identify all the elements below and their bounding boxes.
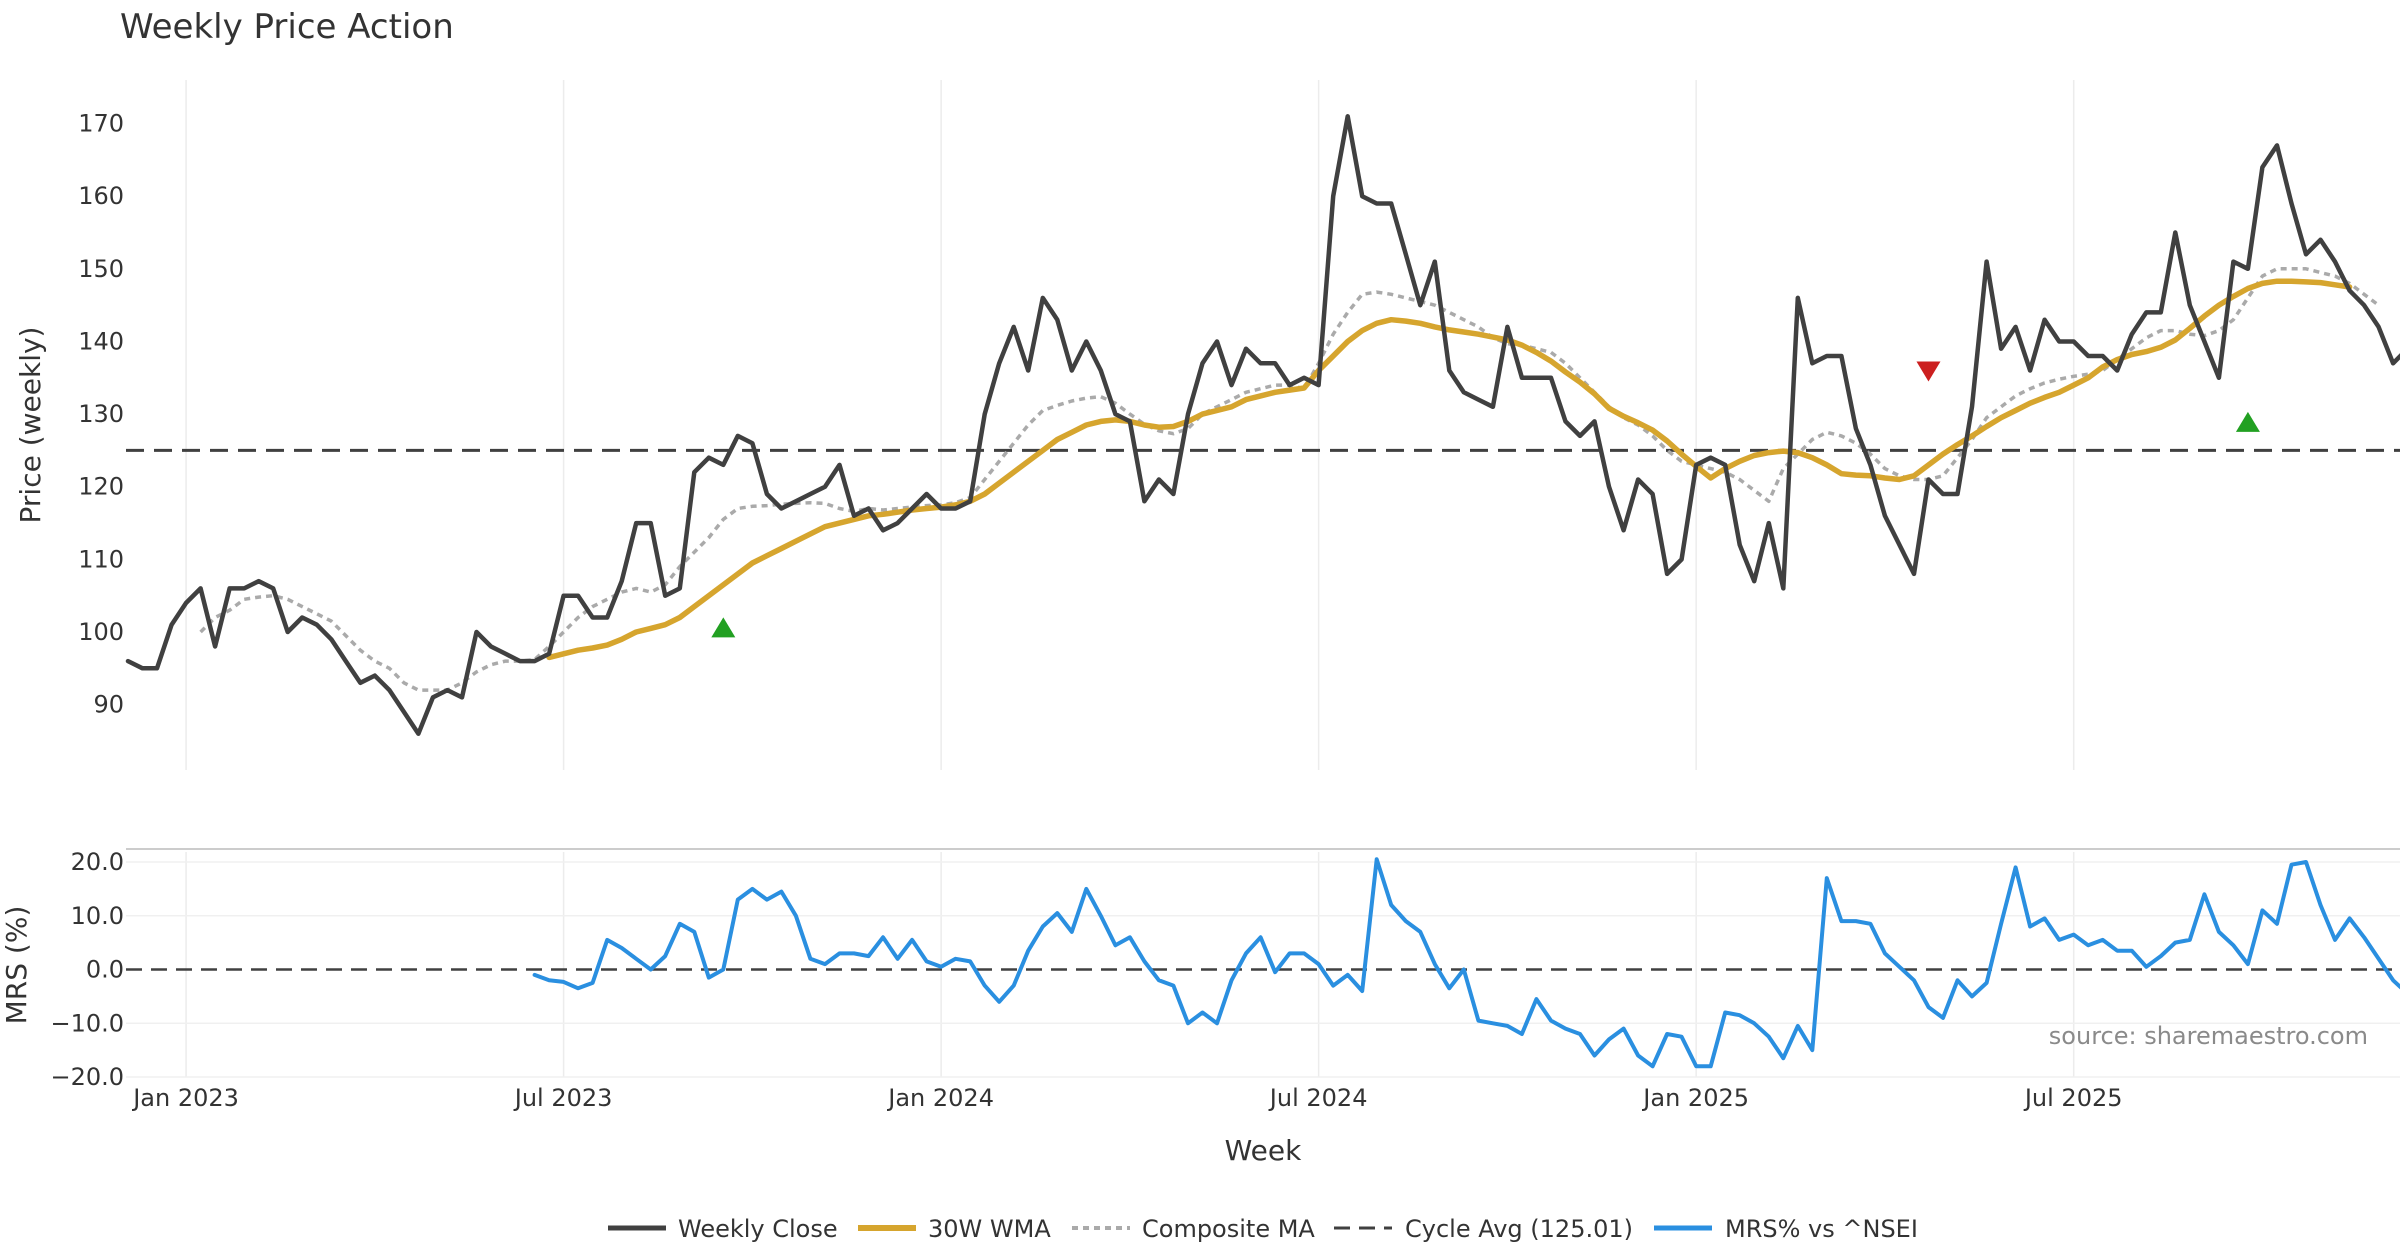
- source-note: source: sharemaestro.com: [2049, 1022, 2368, 1050]
- legend: Weekly Close 30W WMA Composite MA Cycle …: [608, 1215, 1918, 1243]
- buy-signal-marker: [711, 617, 736, 638]
- price-y-tick-label: 120: [78, 473, 124, 501]
- mrs-y-tick-label: −10.0: [50, 1009, 124, 1037]
- price-y-tick-label: 150: [78, 255, 124, 283]
- x-tick-label: Jul 2024: [1268, 1084, 1368, 1112]
- mrs-y-tick-label: 0.0: [86, 956, 124, 984]
- price-y-tick-label: 140: [78, 327, 124, 355]
- series-mrs: [532, 857, 2400, 1069]
- price-y-axis-label: Price (weekly): [14, 327, 47, 524]
- price-panel: 90 100 110 120 130 140 150 160 170 Price (weekly…: [14, 80, 2400, 770]
- legend-label-30w-wma: 30W WMA: [928, 1215, 1051, 1243]
- price-y-tick-label: 130: [78, 400, 124, 428]
- price-y-tick-label: 110: [78, 545, 124, 573]
- mrs-y-tick-label: 20.0: [71, 848, 124, 876]
- price-y-tick-label: 160: [78, 182, 124, 210]
- mrs-panel: 20.0 10.0 0.0 −10.0 −20.0 MRS (%) source: sh…: [0, 848, 2400, 1091]
- x-tick-label: Jan 2025: [1641, 1084, 1749, 1112]
- x-tick-label: Jan 2024: [886, 1084, 994, 1112]
- mrs-y-tick-label: −20.0: [50, 1063, 124, 1091]
- x-axis-label: Week: [1225, 1134, 1302, 1167]
- mrs-y-axis-label: MRS (%): [0, 906, 33, 1025]
- buy-signal-marker: [2235, 411, 2260, 432]
- price-y-tick-label: 90: [93, 691, 124, 719]
- x-tick-label: Jan 2023: [131, 1084, 239, 1112]
- price-y-tick-label: 100: [78, 618, 124, 646]
- mrs-y-tick-label: 10.0: [71, 902, 124, 930]
- series-weekly-close: [125, 114, 2400, 736]
- chart-title: Weekly Price Action: [120, 7, 454, 47]
- price-y-tick-label: 170: [78, 110, 124, 138]
- x-tick-label: Jul 2023: [513, 1084, 613, 1112]
- legend-label-cycle-avg: Cycle Avg (125.01): [1405, 1215, 1633, 1243]
- x-tick-label: Jul 2025: [2023, 1084, 2123, 1112]
- sell-signal-marker: [1916, 361, 1941, 382]
- legend-label-mrs: MRS% vs ^NSEI: [1725, 1215, 1918, 1243]
- legend-label-weekly-close: Weekly Close: [678, 1215, 838, 1243]
- series-30w-wma: [546, 278, 2353, 661]
- legend-label-composite-ma: Composite MA: [1142, 1215, 1315, 1243]
